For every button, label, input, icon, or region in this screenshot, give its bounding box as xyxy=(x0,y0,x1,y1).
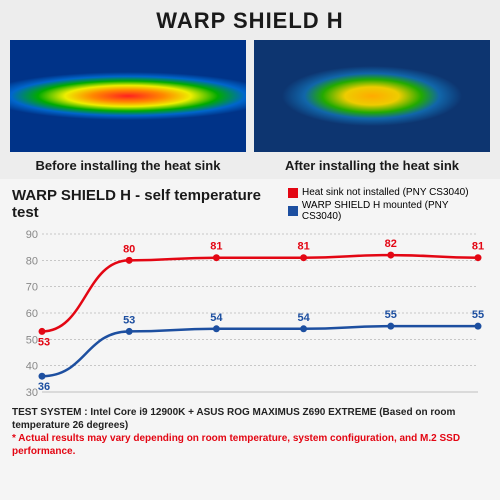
thermal-row: Before installing the heat sink After in… xyxy=(0,40,500,173)
svg-text:82: 82 xyxy=(385,238,397,250)
legend-item-red: Heat sink not installed (PNY CS3040) xyxy=(288,187,488,198)
thermal-after: After installing the heat sink xyxy=(254,40,490,173)
chart-legend: Heat sink not installed (PNY CS3040) WAR… xyxy=(288,187,488,224)
thermal-after-label: After installing the heat sink xyxy=(254,158,490,173)
svg-text:90: 90 xyxy=(26,229,38,241)
svg-text:53: 53 xyxy=(38,336,50,348)
legend-swatch-blue xyxy=(288,206,298,216)
chart-header: WARP SHIELD H - self temperature test He… xyxy=(12,187,488,224)
svg-text:81: 81 xyxy=(297,241,309,253)
thermal-comparison-section: WARP SHIELD H Before installing the heat… xyxy=(0,0,500,179)
chart-area: 30 40 50 60 70 80 90 53 80 81 81 82 81 36 53 54 54 55 55 xyxy=(12,228,488,398)
thermal-image-after xyxy=(254,40,490,152)
disclaimer-text: * Actual results may vary depending on r… xyxy=(12,432,488,458)
svg-text:50: 50 xyxy=(26,334,38,346)
svg-text:53: 53 xyxy=(123,314,135,326)
infographic-root: WARP SHIELD H Before installing the heat… xyxy=(0,0,500,500)
svg-text:81: 81 xyxy=(472,241,484,253)
thermal-before-label: Before installing the heat sink xyxy=(10,158,246,173)
chart-title: WARP SHIELD H - self temperature test xyxy=(12,187,288,221)
thermal-image-before xyxy=(10,40,246,152)
svg-text:70: 70 xyxy=(26,282,38,294)
svg-text:36: 36 xyxy=(38,381,50,393)
legend-label-red: Heat sink not installed (PNY CS3040) xyxy=(302,187,469,198)
svg-text:54: 54 xyxy=(210,312,223,324)
svg-text:80: 80 xyxy=(26,255,38,267)
legend-swatch-red xyxy=(288,188,298,198)
svg-text:55: 55 xyxy=(472,309,484,321)
svg-text:80: 80 xyxy=(123,243,135,255)
svg-text:60: 60 xyxy=(26,308,38,320)
legend-label-blue: WARP SHIELD H mounted (PNY CS3040) xyxy=(302,200,488,222)
page-title: WARP SHIELD H xyxy=(0,8,500,34)
footer: TEST SYSTEM : Intel Core i9 12900K + ASU… xyxy=(0,402,500,462)
legend-item-blue: WARP SHIELD H mounted (PNY CS3040) xyxy=(288,200,488,222)
test-system-text: TEST SYSTEM : Intel Core i9 12900K + ASU… xyxy=(12,406,488,432)
svg-text:54: 54 xyxy=(297,312,310,324)
svg-text:40: 40 xyxy=(26,361,38,373)
svg-text:30: 30 xyxy=(26,387,38,398)
thermal-before: Before installing the heat sink xyxy=(10,40,246,173)
temperature-chart: 30 40 50 60 70 80 90 53 80 81 81 82 81 36 53 54 54 55 55 xyxy=(12,228,488,398)
chart-section: WARP SHIELD H - self temperature test He… xyxy=(0,179,500,402)
svg-text:81: 81 xyxy=(210,241,222,253)
svg-text:55: 55 xyxy=(385,309,397,321)
